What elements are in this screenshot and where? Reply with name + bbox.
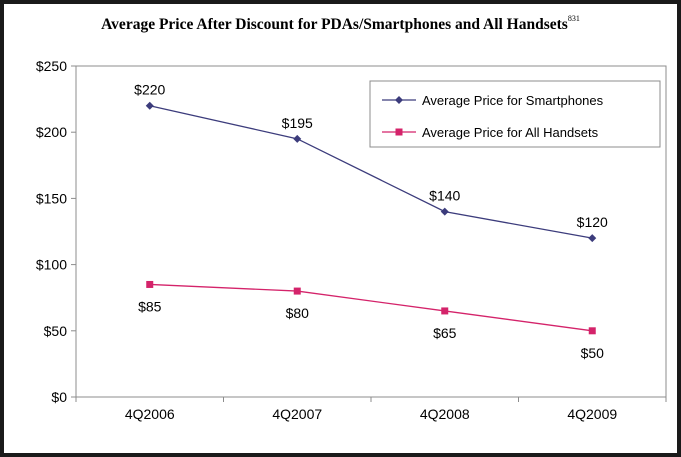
legend-swatch-marker: [395, 96, 403, 104]
data-point: [441, 307, 449, 315]
data-point: [293, 134, 302, 143]
data-label: $220: [134, 82, 165, 98]
x-tick-label: 4Q2008: [420, 406, 470, 422]
y-tick-label: $150: [36, 190, 67, 206]
data-point: [146, 280, 154, 288]
line-chart: $0 $50 $100 $150 $200 $250 4Q2006 4Q2007 4Q2008…: [36, 58, 667, 422]
series-line: [149, 105, 593, 239]
chart-frame: Average Price After Discount for PDAs/Sm…: [4, 4, 677, 453]
x-tick-label: 4Q2009: [567, 406, 617, 422]
series-1: $220 $195 $140 $120: [134, 82, 608, 243]
x-axis: 4Q2006 4Q2007 4Q2008 4Q2009: [75, 397, 667, 422]
data-point: [588, 327, 596, 335]
data-label: $195: [282, 115, 313, 131]
legend-entry: Average Price for All Handsets: [382, 125, 599, 140]
legend: Average Price for Smartphones Average Pri…: [369, 80, 661, 148]
series-layer: $220 $195 $140 $120 $85 $80 $65 $50: [134, 82, 608, 361]
legend-label: Average Price for All Handsets: [422, 125, 599, 140]
x-tick-label: 4Q2006: [125, 406, 175, 422]
chart-title: Average Price After Discount for PDAs/Sm…: [4, 14, 677, 34]
data-label: $140: [429, 188, 460, 204]
series-2: $85 $80 $65 $50: [138, 280, 605, 361]
y-axis: $0 $50 $100 $150 $200 $250: [36, 58, 76, 405]
data-label: $85: [138, 298, 162, 314]
y-tick-label: $100: [36, 257, 67, 273]
y-tick-label: $50: [44, 323, 68, 339]
y-tick-label: $0: [51, 389, 67, 405]
data-point: [293, 287, 301, 295]
data-point: [588, 234, 597, 243]
chart-title-footnote: 831: [567, 14, 580, 23]
legend-label: Average Price for Smartphones: [422, 93, 604, 108]
data-label: $120: [577, 214, 608, 230]
data-label: $65: [433, 325, 457, 341]
data-point: [440, 207, 449, 216]
data-label: $50: [581, 345, 605, 361]
x-tick-label: 4Q2007: [272, 406, 322, 422]
legend-box: [369, 80, 661, 148]
y-tick-label: $250: [36, 58, 67, 74]
y-tick-label: $200: [36, 124, 67, 140]
data-label: $80: [286, 305, 310, 321]
series-line: [149, 283, 593, 332]
chart-title-text: Average Price After Discount for PDAs/Sm…: [101, 16, 568, 33]
data-point: [145, 101, 154, 110]
legend-entry: Average Price for Smartphones: [382, 93, 604, 108]
legend-swatch-marker: [395, 128, 403, 136]
